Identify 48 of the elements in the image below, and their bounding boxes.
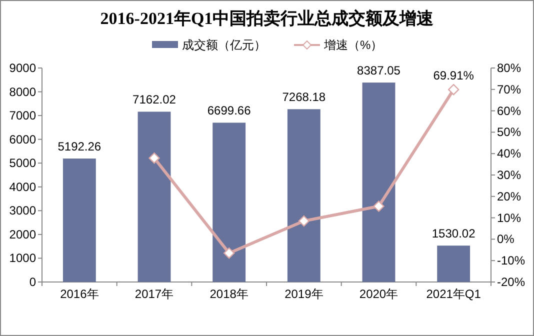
x-tick-label: 2021年Q1 bbox=[426, 287, 482, 301]
y2-tick-label: 30% bbox=[497, 168, 522, 182]
y-tick-label: 5000 bbox=[9, 156, 36, 170]
x-tick-label: 2016年 bbox=[60, 287, 99, 301]
data-label: 69.91% bbox=[433, 68, 474, 83]
y-tick-label: 3000 bbox=[9, 204, 36, 218]
bar bbox=[362, 82, 396, 282]
y2-tick-label: 60% bbox=[497, 104, 522, 118]
y-tick-label: 7000 bbox=[9, 108, 36, 123]
point bbox=[148, 152, 160, 164]
data-label: 7162.02 bbox=[132, 92, 176, 107]
x-tick-label: 2020年 bbox=[359, 287, 398, 301]
bar bbox=[437, 246, 470, 282]
chart-title: 2016-2021年Q1中国拍卖行业总成交额及增速 bbox=[100, 9, 434, 28]
y-tick-label: 2000 bbox=[9, 227, 36, 242]
y2-tick-label: -20% bbox=[497, 275, 526, 289]
legend-label: 成交额（亿元） bbox=[182, 38, 266, 52]
point bbox=[298, 215, 310, 227]
y-tick-label: 0 bbox=[29, 275, 36, 289]
data-label: 6699.66 bbox=[207, 104, 252, 118]
y-tick-label: 8000 bbox=[9, 84, 36, 99]
y2-tick-label: -10% bbox=[497, 254, 526, 268]
x-tick-label: 2017年 bbox=[134, 287, 174, 301]
y2-tick-label: 50% bbox=[497, 125, 522, 140]
y2-tick-label: 80% bbox=[497, 61, 522, 75]
y-tick-label: 4000 bbox=[9, 180, 36, 194]
y2-tick-label: 70% bbox=[497, 82, 522, 96]
y2-tick-label: 40% bbox=[497, 146, 522, 161]
data-label: 1530.02 bbox=[432, 226, 476, 241]
x-tick-label: 2019年 bbox=[284, 287, 324, 301]
point bbox=[223, 248, 235, 259]
bar bbox=[138, 112, 171, 282]
data-label: 5192.26 bbox=[58, 140, 102, 154]
point bbox=[373, 200, 384, 212]
data-label: 8387.05 bbox=[357, 64, 401, 78]
x-tick-label: 2018年 bbox=[210, 287, 248, 301]
bar bbox=[212, 122, 246, 282]
y2-tick-label: 20% bbox=[497, 189, 522, 204]
y2-tick-label: 10% bbox=[497, 210, 522, 225]
bar bbox=[62, 158, 96, 282]
bar bbox=[287, 109, 320, 282]
y2-tick-label: 0% bbox=[497, 232, 515, 246]
y-tick-label: 9000 bbox=[9, 61, 36, 75]
point bbox=[448, 84, 460, 96]
legend-label: 增速（%） bbox=[323, 38, 383, 52]
data-label: 7268.18 bbox=[282, 90, 326, 104]
y-tick-label: 6000 bbox=[9, 132, 36, 146]
y-tick-label: 1000 bbox=[9, 251, 36, 266]
